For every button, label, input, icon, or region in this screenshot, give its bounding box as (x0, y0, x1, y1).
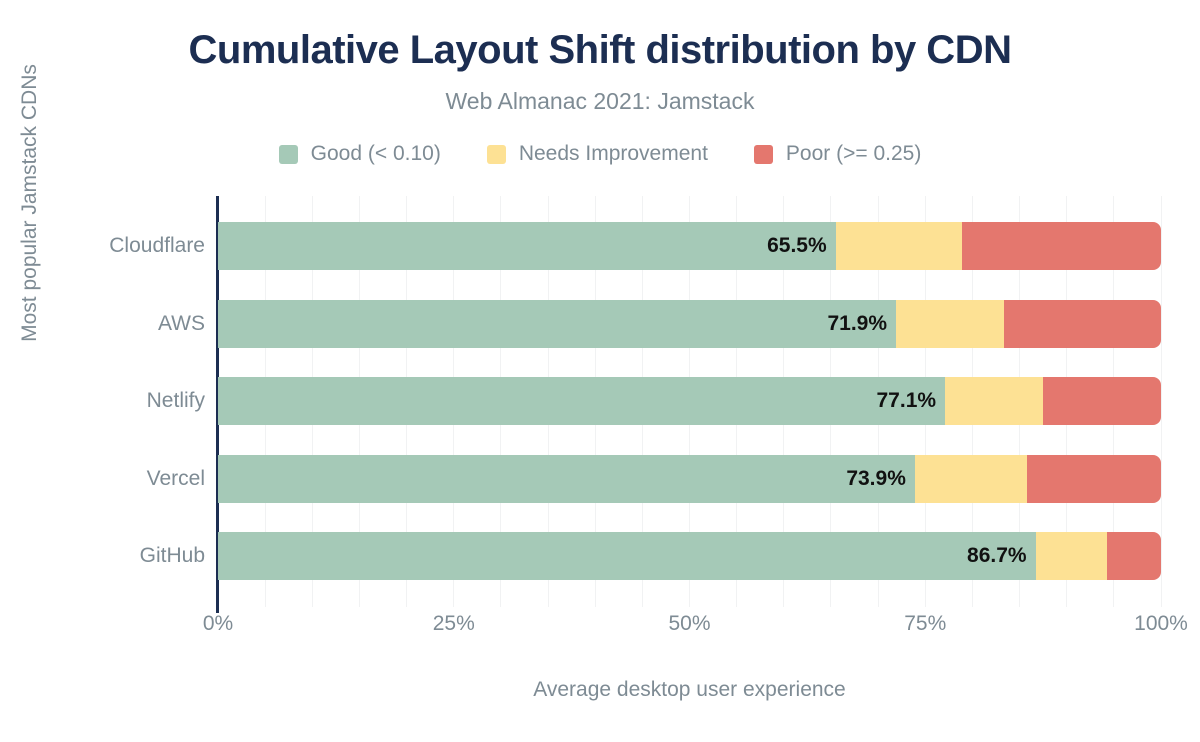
legend-swatch-icon (278, 144, 298, 164)
bar-value-label: 73.9% (846, 466, 906, 490)
bar-row: 65.5% (218, 222, 1161, 270)
legend-label: Needs Improvement (518, 142, 708, 165)
bar-segment-needs-improvement (945, 377, 1044, 425)
bar-segment-good (218, 299, 897, 348)
x-tick-label: 100% (1134, 612, 1188, 635)
gridline (1160, 196, 1162, 607)
legend-item: Poor (>= 0.25) (753, 142, 922, 166)
category-label-vercel: Vercel (146, 466, 205, 490)
bar-segment-needs-improvement (914, 454, 1028, 503)
bar-segment-needs-improvement (835, 222, 963, 270)
category-label-aws: AWS (157, 311, 205, 335)
y-axis-title: Most popular Jamstack CDNs (18, 64, 41, 342)
bar-segment-poor (1027, 454, 1161, 503)
bar-segment-good (218, 532, 1036, 580)
bar-segment-good (218, 222, 836, 270)
legend-swatch-icon (753, 144, 773, 164)
x-tick-label: 75% (904, 612, 947, 635)
bar-segment-good (218, 377, 946, 425)
bar-segment-needs-improvement (896, 299, 1005, 348)
chart-legend: Good (< 0.10) Needs Improvement Poor (>= 0… (0, 142, 1200, 166)
legend-item: Needs Improvement (486, 142, 708, 166)
plot-area: 65.5% 71.9% 77.1% 73.9% 86.7% (218, 196, 1162, 607)
bar-segment-poor (1107, 532, 1161, 580)
bar-segment-poor (1043, 377, 1161, 425)
legend-swatch-icon (486, 144, 506, 164)
bar-segment-needs-improvement (1035, 532, 1108, 580)
y-axis-line (216, 196, 219, 613)
chart-title: Cumulative Layout Shift distribution by … (188, 28, 1012, 72)
bar-value-label: 65.5% (767, 234, 827, 257)
legend-label: Good (< 0.10) (310, 142, 441, 165)
bar-row: 73.9% (218, 454, 1161, 503)
bar-row: 71.9% (218, 299, 1161, 348)
category-label-cloudflare: Cloudflare (109, 234, 205, 257)
x-tick-label: 25% (432, 612, 475, 635)
x-tick-label: 0% (202, 612, 234, 635)
bar-segment-poor (1004, 299, 1161, 348)
x-tick-label: 50% (668, 612, 711, 635)
bar-value-label: 86.7% (967, 544, 1027, 567)
bar-segment-poor (962, 222, 1161, 270)
category-label-github: GitHub (139, 544, 205, 567)
legend-label: Poor (>= 0.25) (785, 142, 922, 165)
legend-item: Good (< 0.10) (278, 142, 441, 166)
bar-row: 77.1% (218, 377, 1161, 425)
bar-segment-good (218, 454, 915, 503)
category-label-netlify: Netlify (146, 389, 205, 412)
chart-subtitle: Web Almanac 2021: Jamstack (445, 88, 755, 114)
bar-row: 86.7% (218, 532, 1161, 580)
bar-value-label: 71.9% (827, 311, 888, 335)
bar-value-label: 77.1% (876, 389, 937, 412)
x-axis-title: Average desktop user experience (533, 678, 846, 701)
